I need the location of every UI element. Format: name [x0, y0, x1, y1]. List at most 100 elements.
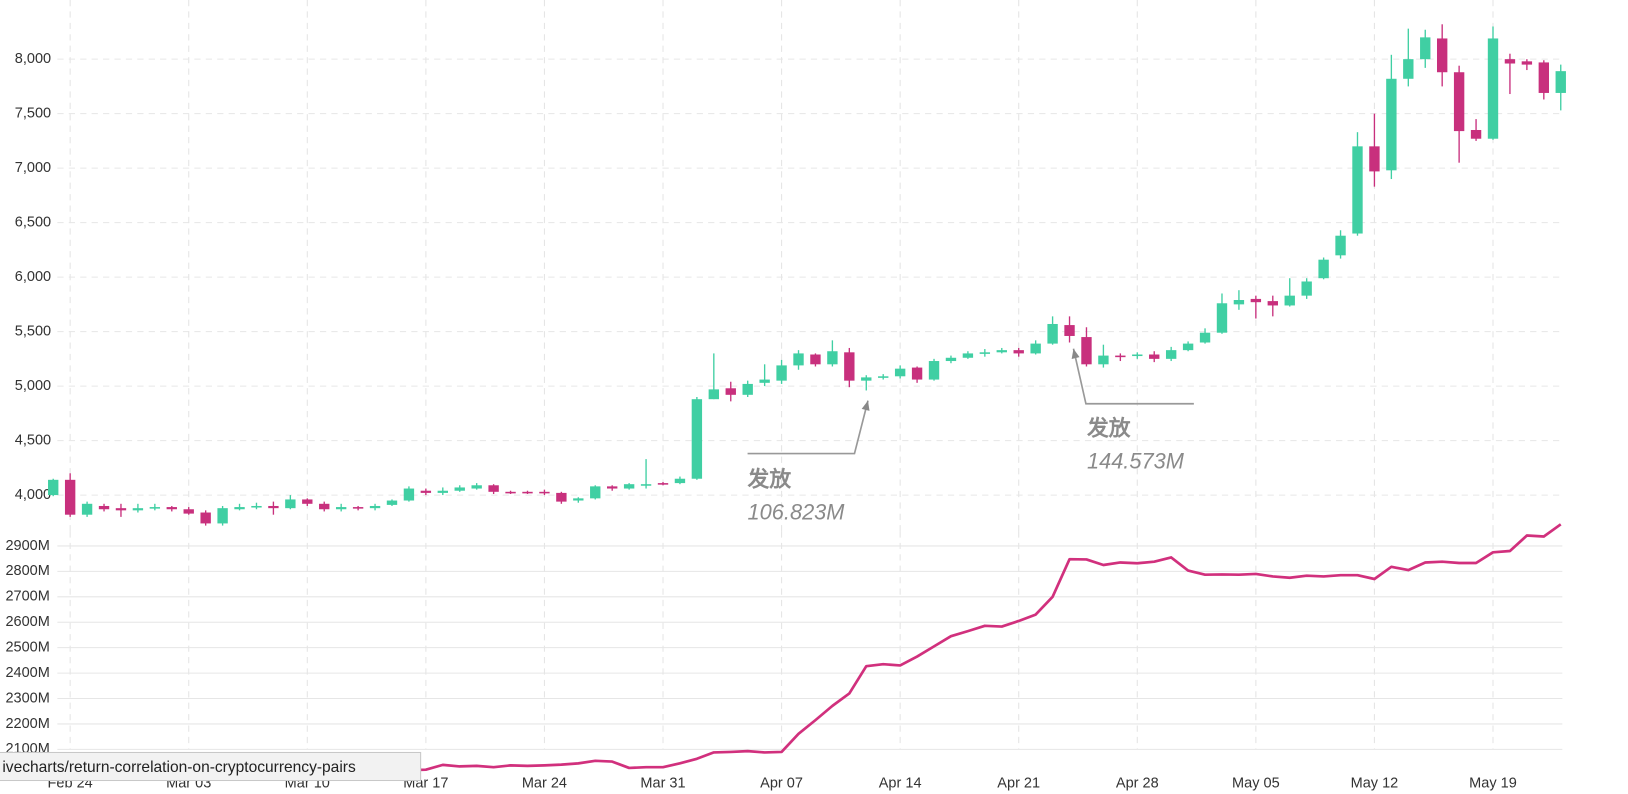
candle-body — [573, 498, 584, 501]
annotation-connector — [1072, 348, 1194, 405]
candle-body — [149, 507, 161, 509]
candle-body — [640, 484, 652, 486]
candle-body — [556, 492, 567, 502]
y-tick-label: 2800M — [5, 563, 49, 579]
candle-body — [1284, 295, 1295, 306]
candle-body — [657, 483, 669, 485]
candle-body — [234, 507, 245, 510]
candle-body — [742, 383, 753, 395]
candle-body — [488, 485, 499, 492]
candle-body — [1165, 350, 1177, 359]
candle-body — [64, 479, 76, 515]
candle-body — [369, 505, 381, 509]
candle-body — [691, 399, 703, 479]
status-bar: ivecharts/return-correlation-on-cryptocu… — [0, 751, 422, 782]
candle-body — [268, 505, 279, 509]
candle-body — [878, 376, 889, 378]
candle-body — [1199, 332, 1211, 343]
candle-body — [1420, 37, 1431, 60]
x-tick-label: Mar 31 — [640, 775, 685, 791]
x-tick-label: Apr 28 — [1116, 775, 1159, 791]
candle-body — [454, 487, 465, 491]
y-tick-label: 2200M — [5, 716, 49, 732]
candle-body — [945, 357, 957, 362]
y-tick-label: 7,500 — [15, 105, 51, 121]
y-tick-label: 7,000 — [15, 160, 51, 176]
candle-body — [979, 352, 991, 354]
candle-body — [81, 503, 93, 515]
x-tick-label: Apr 14 — [879, 775, 922, 791]
candle-body — [1267, 301, 1278, 306]
y-tick-label: 2700M — [5, 589, 49, 605]
y-tick-label: 8,000 — [15, 51, 51, 67]
candle-body — [132, 508, 144, 511]
candle-body — [1453, 72, 1465, 132]
candle-body — [48, 479, 59, 496]
candle-body — [996, 350, 1007, 353]
annotation-value: 106.823M — [748, 500, 846, 525]
candle-body — [827, 351, 838, 365]
candle-body — [1504, 59, 1516, 64]
annotation-connector — [747, 400, 869, 455]
candle-body — [590, 486, 601, 499]
candle-body — [420, 490, 432, 493]
candle-body — [1047, 323, 1058, 344]
candle-body — [115, 508, 127, 511]
y-tick-label: 6,000 — [15, 269, 51, 285]
annotation-arrowhead — [861, 400, 870, 411]
candle-body — [928, 361, 940, 380]
candle-body — [437, 490, 448, 493]
candle-body — [674, 478, 686, 484]
candle-body — [1335, 235, 1346, 256]
candle-body — [1149, 354, 1160, 359]
y-tick-label: 2900M — [5, 538, 49, 554]
x-tick-label: Mar 24 — [522, 775, 567, 791]
mark-layer: 发放 106.823M 发放 144.573M — [48, 24, 1566, 772]
candle-body — [911, 367, 923, 380]
candle-body — [403, 488, 415, 501]
candle-body — [335, 507, 347, 510]
y-tick-label: 6,500 — [15, 214, 51, 230]
candle-body — [1436, 38, 1448, 73]
annotation-value: 144.573M — [1087, 449, 1185, 474]
annotation-arrowhead — [1071, 348, 1080, 359]
candle-body — [1301, 281, 1312, 296]
candle-body — [1403, 59, 1414, 79]
candle-body — [1233, 300, 1245, 305]
candle-body — [1555, 71, 1566, 93]
candle-body — [217, 508, 228, 524]
candle-body — [1030, 343, 1041, 354]
candle-body — [776, 365, 787, 381]
x-tick-label: Apr 07 — [760, 775, 803, 791]
candle-body — [725, 388, 736, 395]
candle-body — [1369, 146, 1380, 172]
y-tick-label: 2600M — [5, 614, 49, 630]
candle-body — [1487, 38, 1499, 139]
x-tick-label: Apr 21 — [997, 775, 1040, 791]
candle-body — [166, 507, 177, 510]
candle-body — [623, 484, 635, 489]
status-url: ivecharts/return-correlation-on-cryptocu… — [2, 759, 356, 776]
annotation-label: 发放 — [1086, 415, 1131, 440]
candle-body — [1013, 350, 1024, 354]
y-tick-label: 2500M — [5, 639, 49, 655]
candle-body — [759, 379, 770, 383]
candle-body — [1352, 146, 1363, 234]
candle-body — [962, 353, 974, 358]
candle-body — [844, 352, 855, 381]
y-tick-label: 4,000 — [15, 487, 51, 503]
candle-body — [1132, 354, 1143, 357]
annotation-label: 发放 — [747, 466, 792, 491]
candle-body — [1250, 298, 1262, 303]
y-tick-label: 2300M — [5, 690, 49, 706]
candle-body — [1064, 325, 1075, 336]
candle-body — [471, 485, 482, 489]
candle-body — [319, 503, 330, 510]
candle-body — [386, 500, 398, 505]
candle-body — [1216, 303, 1228, 333]
candle-body — [1470, 129, 1482, 139]
candle-body — [539, 491, 550, 494]
candle-body — [894, 368, 906, 377]
candle-body — [1182, 343, 1194, 351]
candle-body — [1521, 61, 1533, 65]
